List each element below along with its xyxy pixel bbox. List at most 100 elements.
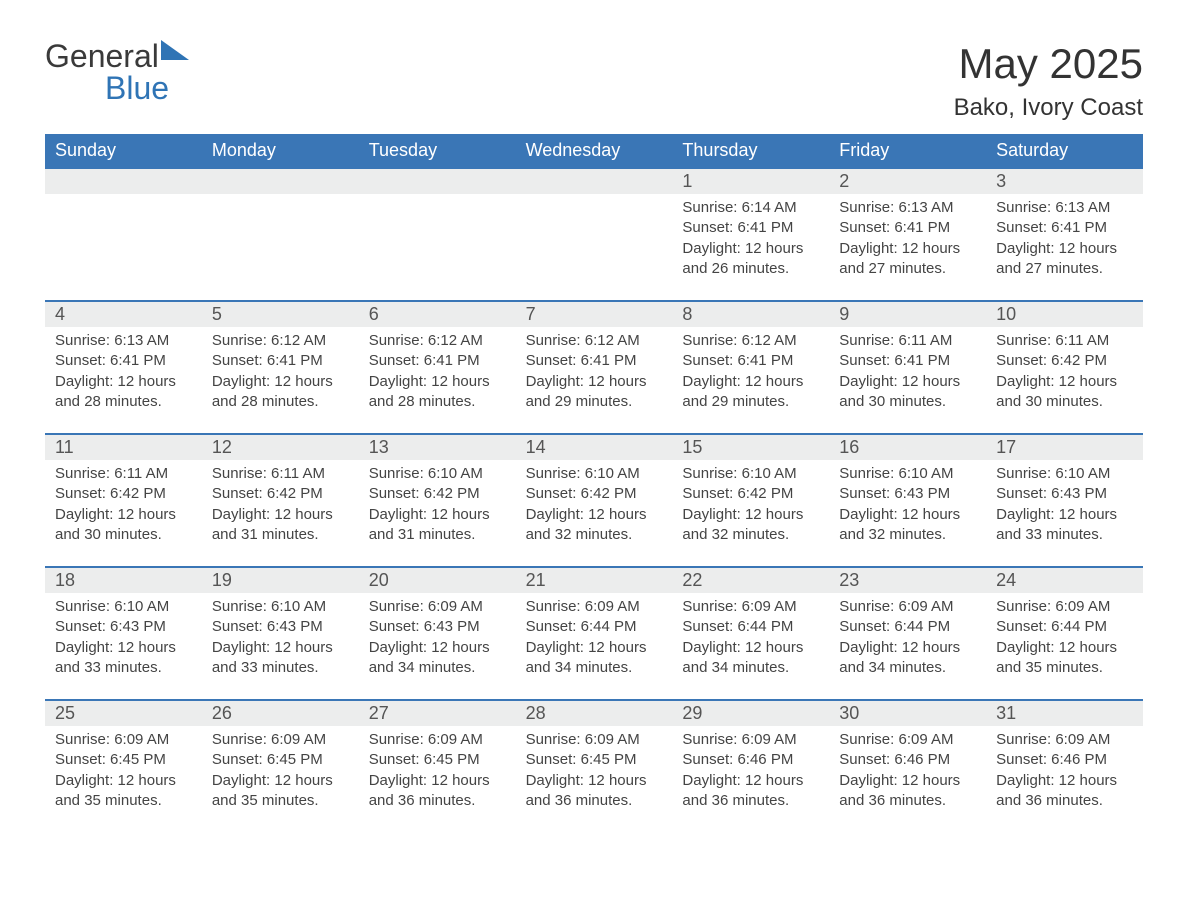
logo-word-general: General: [45, 38, 159, 74]
day-details-cell: Sunrise: 6:09 AMSunset: 6:45 PMDaylight:…: [202, 726, 359, 832]
sunrise-line: Sunrise: 6:10 AM: [212, 597, 349, 617]
daynum-cell: 23: [829, 568, 986, 593]
daylight-line: Daylight: 12 hours and 31 minutes.: [369, 505, 506, 546]
daylight-line: Daylight: 12 hours and 35 minutes.: [55, 771, 192, 812]
daynum-cell: 1: [672, 169, 829, 194]
daynum-cell: 30: [829, 701, 986, 726]
daynum-cell: 18: [45, 568, 202, 593]
daynum-cell: 3: [986, 169, 1143, 194]
sunrise-line: Sunrise: 6:10 AM: [682, 464, 819, 484]
header: General Blue May 2025 Bako, Ivory Coast: [45, 40, 1143, 122]
daynum-cell: 19: [202, 568, 359, 593]
daylight-line: Daylight: 12 hours and 29 minutes.: [682, 372, 819, 413]
day-details-cell: Sunrise: 6:10 AMSunset: 6:43 PMDaylight:…: [986, 460, 1143, 566]
sunrise-line: Sunrise: 6:09 AM: [526, 597, 663, 617]
daynum-row: 45678910: [45, 300, 1143, 327]
logo-text: General Blue: [45, 40, 189, 104]
day-details-cell: Sunrise: 6:09 AMSunset: 6:45 PMDaylight:…: [516, 726, 673, 832]
sunset-line: Sunset: 6:44 PM: [682, 617, 819, 637]
day-details-cell: Sunrise: 6:09 AMSunset: 6:43 PMDaylight:…: [359, 593, 516, 699]
day-header-cell: Monday: [202, 134, 359, 167]
day-details-cell: Sunrise: 6:13 AMSunset: 6:41 PMDaylight:…: [986, 194, 1143, 300]
day-details-cell: Sunrise: 6:10 AMSunset: 6:43 PMDaylight:…: [202, 593, 359, 699]
daylight-line: Daylight: 12 hours and 28 minutes.: [369, 372, 506, 413]
sunset-line: Sunset: 6:42 PM: [996, 351, 1133, 371]
sunset-line: Sunset: 6:46 PM: [682, 750, 819, 770]
sunset-line: Sunset: 6:42 PM: [55, 484, 192, 504]
sunset-line: Sunset: 6:45 PM: [369, 750, 506, 770]
day-details-cell: Sunrise: 6:09 AMSunset: 6:44 PMDaylight:…: [829, 593, 986, 699]
daynum-cell: 8: [672, 302, 829, 327]
day-header-cell: Friday: [829, 134, 986, 167]
sunrise-line: Sunrise: 6:11 AM: [55, 464, 192, 484]
day-details-cell: Sunrise: 6:09 AMSunset: 6:44 PMDaylight:…: [516, 593, 673, 699]
daynum-cell: 10: [986, 302, 1143, 327]
daylight-line: Daylight: 12 hours and 36 minutes.: [369, 771, 506, 812]
details-row: Sunrise: 6:09 AMSunset: 6:45 PMDaylight:…: [45, 726, 1143, 832]
day-details-cell: Sunrise: 6:09 AMSunset: 6:45 PMDaylight:…: [45, 726, 202, 832]
daynum-cell: [45, 169, 202, 194]
daynum-cell: 13: [359, 435, 516, 460]
day-details-cell: Sunrise: 6:10 AMSunset: 6:42 PMDaylight:…: [359, 460, 516, 566]
sunset-line: Sunset: 6:43 PM: [369, 617, 506, 637]
sunrise-line: Sunrise: 6:09 AM: [55, 730, 192, 750]
daylight-line: Daylight: 12 hours and 29 minutes.: [526, 372, 663, 413]
daynum-cell: 31: [986, 701, 1143, 726]
sunset-line: Sunset: 6:42 PM: [682, 484, 819, 504]
daylight-line: Daylight: 12 hours and 31 minutes.: [212, 505, 349, 546]
day-details-cell: [516, 194, 673, 300]
sunrise-line: Sunrise: 6:11 AM: [212, 464, 349, 484]
sunset-line: Sunset: 6:46 PM: [996, 750, 1133, 770]
sunset-line: Sunset: 6:42 PM: [526, 484, 663, 504]
day-details-cell: Sunrise: 6:12 AMSunset: 6:41 PMDaylight:…: [516, 327, 673, 433]
daylight-line: Daylight: 12 hours and 27 minutes.: [839, 239, 976, 280]
daynum-cell: [359, 169, 516, 194]
day-details-cell: [359, 194, 516, 300]
daylight-line: Daylight: 12 hours and 36 minutes.: [526, 771, 663, 812]
sunrise-line: Sunrise: 6:11 AM: [839, 331, 976, 351]
title-block: May 2025 Bako, Ivory Coast: [954, 40, 1143, 122]
day-details-cell: Sunrise: 6:12 AMSunset: 6:41 PMDaylight:…: [202, 327, 359, 433]
logo: General Blue: [45, 40, 189, 104]
sunset-line: Sunset: 6:41 PM: [369, 351, 506, 371]
day-details-cell: Sunrise: 6:11 AMSunset: 6:42 PMDaylight:…: [986, 327, 1143, 433]
sunset-line: Sunset: 6:41 PM: [682, 351, 819, 371]
sunset-line: Sunset: 6:44 PM: [526, 617, 663, 637]
sunrise-line: Sunrise: 6:09 AM: [839, 730, 976, 750]
day-details-cell: Sunrise: 6:10 AMSunset: 6:42 PMDaylight:…: [516, 460, 673, 566]
details-row: Sunrise: 6:13 AMSunset: 6:41 PMDaylight:…: [45, 327, 1143, 433]
daylight-line: Daylight: 12 hours and 32 minutes.: [526, 505, 663, 546]
sunset-line: Sunset: 6:45 PM: [526, 750, 663, 770]
daynum-cell: 26: [202, 701, 359, 726]
daynum-cell: 14: [516, 435, 673, 460]
daynum-cell: 16: [829, 435, 986, 460]
logo-word-blue: Blue: [105, 70, 169, 106]
sunrise-line: Sunrise: 6:09 AM: [839, 597, 976, 617]
daylight-line: Daylight: 12 hours and 32 minutes.: [682, 505, 819, 546]
daynum-cell: 7: [516, 302, 673, 327]
sunrise-line: Sunrise: 6:09 AM: [682, 730, 819, 750]
sunrise-line: Sunrise: 6:12 AM: [212, 331, 349, 351]
sunset-line: Sunset: 6:46 PM: [839, 750, 976, 770]
daynum-row: 18192021222324: [45, 566, 1143, 593]
sunrise-line: Sunrise: 6:09 AM: [526, 730, 663, 750]
sunset-line: Sunset: 6:43 PM: [839, 484, 976, 504]
calendar: SundayMondayTuesdayWednesdayThursdayFrid…: [45, 134, 1143, 832]
daylight-line: Daylight: 12 hours and 26 minutes.: [682, 239, 819, 280]
sunset-line: Sunset: 6:41 PM: [996, 218, 1133, 238]
day-details-cell: Sunrise: 6:13 AMSunset: 6:41 PMDaylight:…: [829, 194, 986, 300]
sunrise-line: Sunrise: 6:14 AM: [682, 198, 819, 218]
sunrise-line: Sunrise: 6:09 AM: [996, 597, 1133, 617]
daylight-line: Daylight: 12 hours and 33 minutes.: [212, 638, 349, 679]
details-row: Sunrise: 6:14 AM Sunset: 6:41 PM Daylight:…: [45, 194, 1143, 300]
daynum-cell: 15: [672, 435, 829, 460]
month-title: May 2025: [954, 40, 1143, 88]
sunrise-line: Sunrise: 6:13 AM: [55, 331, 192, 351]
daylight-line: Daylight: 12 hours and 36 minutes.: [996, 771, 1133, 812]
daynum-cell: 4: [45, 302, 202, 327]
daynum-cell: 27: [359, 701, 516, 726]
daylight-line: Daylight: 12 hours and 35 minutes.: [996, 638, 1133, 679]
daynum-row: 11121314151617: [45, 433, 1143, 460]
day-details-cell: Sunrise: 6:10 AMSunset: 6:43 PMDaylight:…: [45, 593, 202, 699]
sunset-line: Sunset: 6:42 PM: [369, 484, 506, 504]
